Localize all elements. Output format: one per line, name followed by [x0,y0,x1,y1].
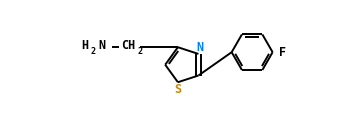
Text: 2: 2 [137,47,142,56]
Text: N: N [197,41,204,54]
Text: S: S [174,84,181,96]
Text: CH: CH [121,39,136,52]
Text: 2: 2 [91,47,96,56]
Text: H: H [81,39,88,52]
Text: N: N [98,39,106,52]
Text: F: F [279,46,286,59]
